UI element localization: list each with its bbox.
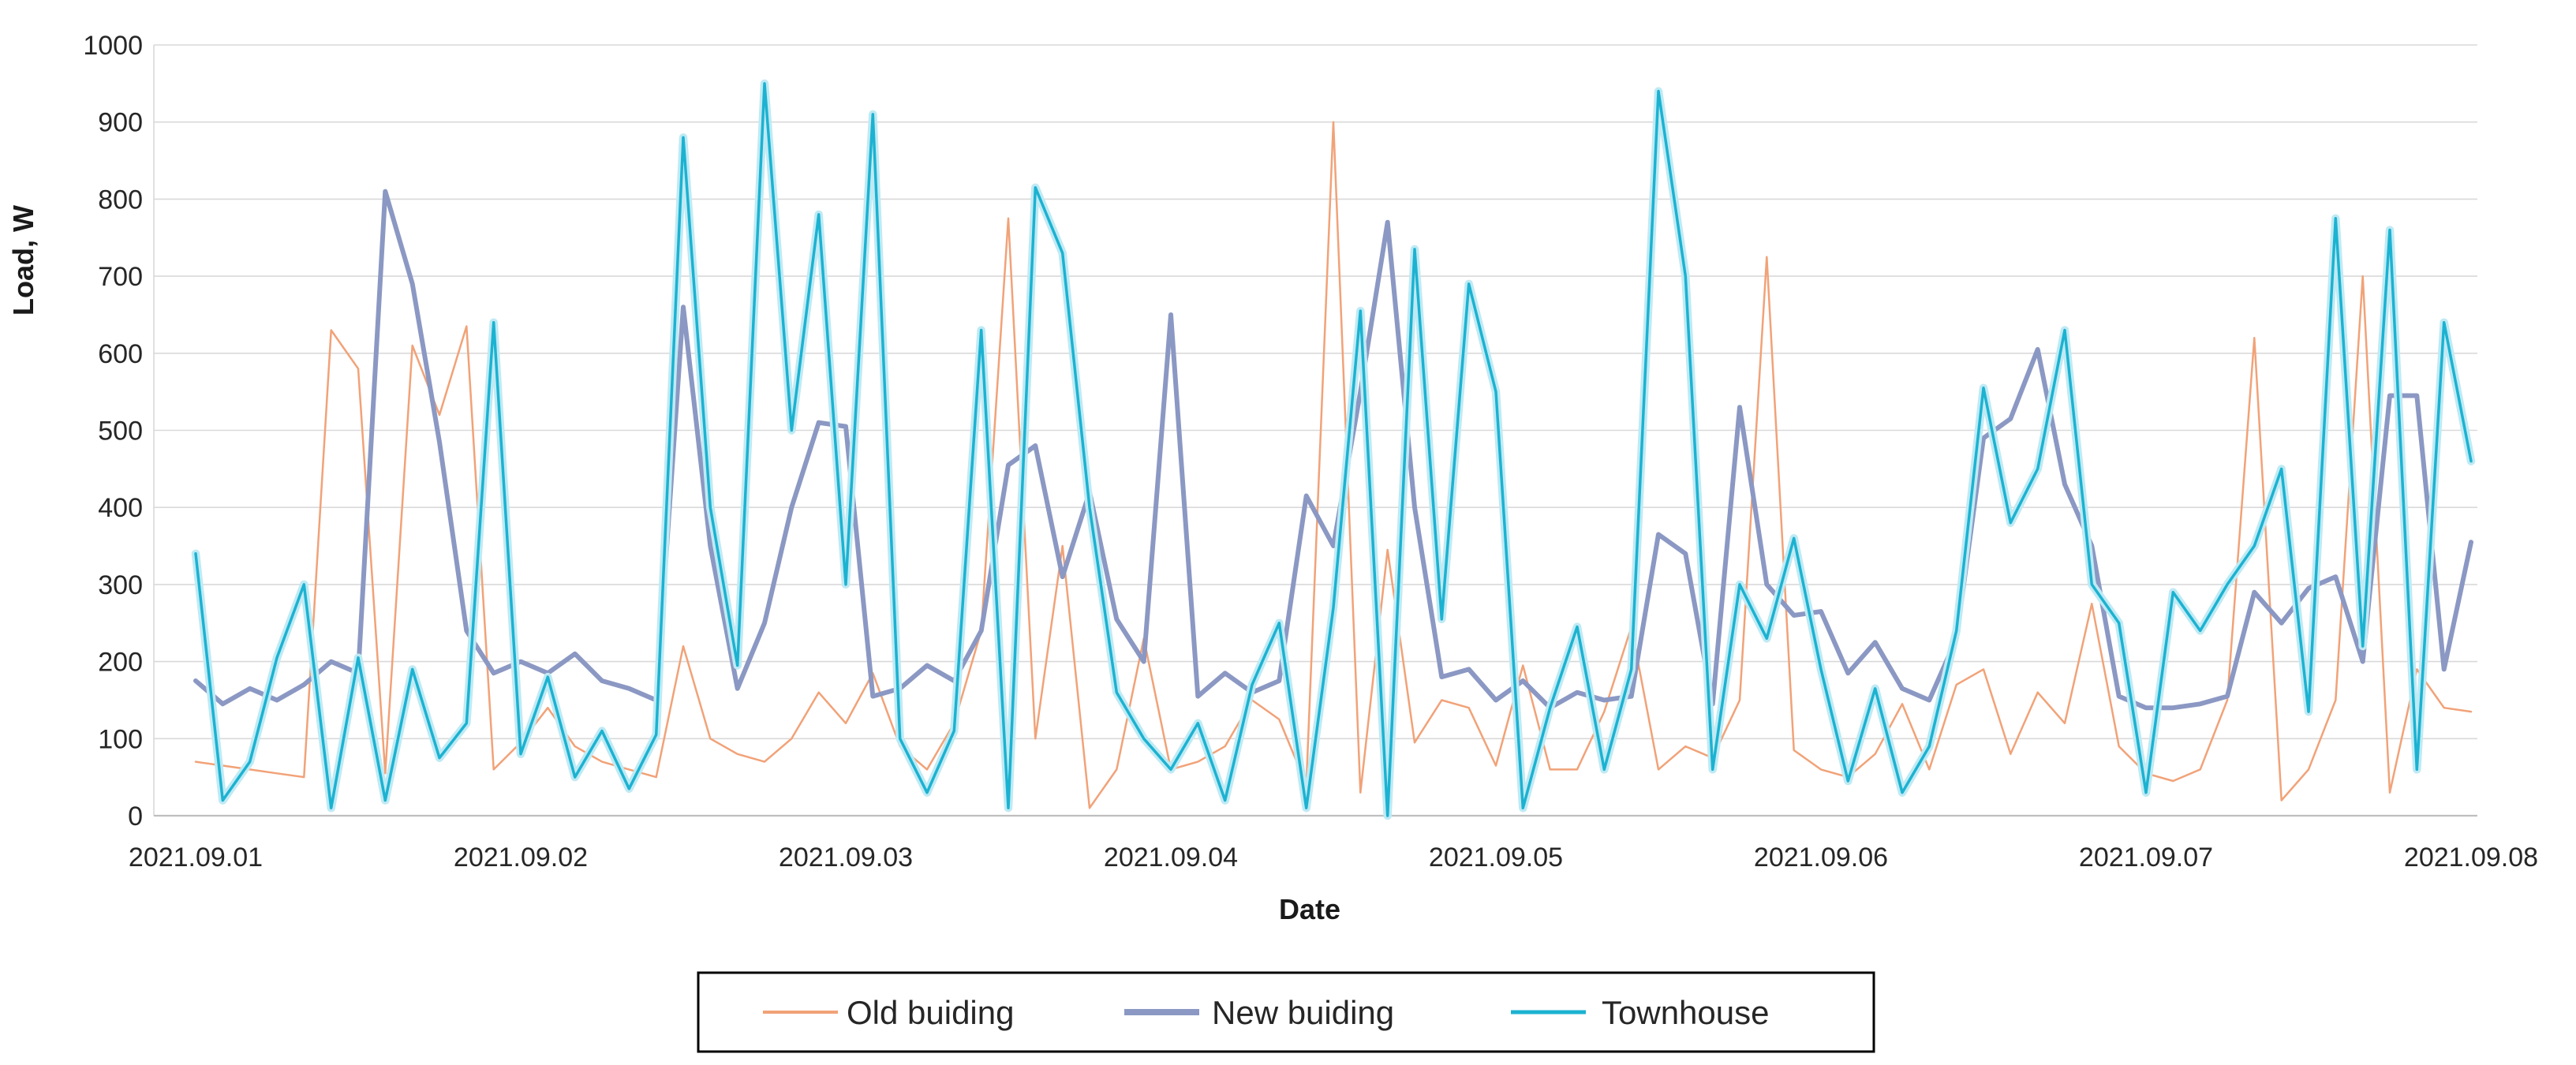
x-axis-title: Date <box>1279 893 1340 925</box>
y-tick-500: 500 <box>98 417 143 447</box>
y-tick-400: 400 <box>98 493 143 523</box>
legend-item-townhouse: Townhouse <box>1511 994 1769 1031</box>
y-axis-tick-labels: 0 100 200 300 400 500 600 700 800 900 1000 <box>83 31 143 831</box>
y-tick-0: 0 <box>128 802 143 831</box>
x-tick-2021.09.06: 2021.09.06 <box>1754 843 1888 873</box>
x-tick-2021.09.07: 2021.09.07 <box>2079 843 2213 873</box>
y-axis-title: Load, W <box>7 205 39 316</box>
y-tick-200: 200 <box>98 648 143 678</box>
axes <box>153 45 2477 817</box>
x-tick-2021.09.01: 2021.09.01 <box>129 843 263 873</box>
x-axis-tick-labels: 2021.09.01 2021.09.02 2021.09.03 2021.09.04… <box>129 843 2538 873</box>
legend: Old buiding New buiding Townhouse <box>697 971 1875 1053</box>
series-townhouse-line <box>194 82 2473 817</box>
y-tick-300: 300 <box>98 570 143 600</box>
y-tick-800: 800 <box>98 185 143 215</box>
x-tick-2021.09.08: 2021.09.08 <box>2404 843 2538 873</box>
series-old-buiding-line <box>194 121 2473 809</box>
legend-label-old-buiding: Old buiding <box>847 994 1014 1031</box>
y-tick-600: 600 <box>98 339 143 369</box>
y-tick-100: 100 <box>98 724 143 754</box>
x-tick-2021.09.02: 2021.09.02 <box>454 843 588 873</box>
legend-item-new-buiding: New buiding <box>1124 994 1394 1031</box>
x-tick-2021.09.05: 2021.09.05 <box>1429 843 1563 873</box>
y-tick-1000: 1000 <box>83 31 143 61</box>
x-tick-2021.09.03: 2021.09.03 <box>779 843 913 873</box>
y-tick-900: 900 <box>98 108 143 138</box>
y-tick-700: 700 <box>98 262 143 292</box>
gridlines <box>154 44 2477 816</box>
legend-label-new-buiding: New buiding <box>1212 994 1394 1031</box>
x-tick-2021.09.04: 2021.09.04 <box>1104 843 1238 873</box>
legend-label-townhouse: Townhouse <box>1602 994 1769 1031</box>
legend-box <box>697 971 1875 1053</box>
series-lines <box>191 79 2476 820</box>
legend-item-old-buiding: Old buiding <box>763 994 1014 1031</box>
